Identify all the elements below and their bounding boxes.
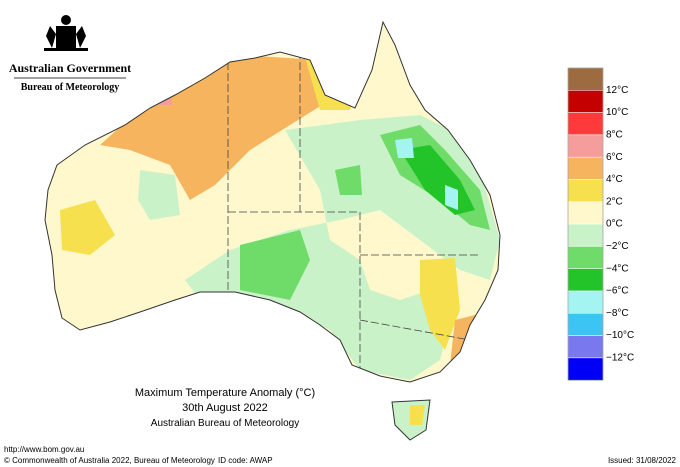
map-source: Australian Bureau of Meteorology: [151, 418, 299, 429]
legend-swatch: [567, 357, 604, 381]
legend-swatch: [567, 67, 604, 91]
legend-label: −2°C: [606, 241, 629, 252]
government: Australian Government: [9, 61, 131, 75]
copyright: © Commonwealth of Australia 2022, Bureau…: [4, 456, 215, 465]
legend-swatch: [567, 246, 604, 269]
legend-swatch: [567, 90, 604, 113]
legend-swatch: [567, 290, 604, 314]
legend-label: −12°C: [606, 353, 634, 364]
agency: Bureau of Meteorology: [21, 82, 120, 93]
coastline: [44, 20, 501, 441]
legend-swatch: [567, 112, 604, 136]
legend-label: −8°C: [606, 308, 629, 319]
legend-swatch: [567, 335, 604, 359]
legend-label: 6°C: [606, 152, 623, 163]
map-title: Maximum Temperature Anomaly (°C): [135, 387, 315, 399]
issued: Issued: 31/08/2022: [608, 456, 677, 465]
coat-of-arms: [44, 15, 88, 51]
legend-label: 0°C: [606, 219, 623, 230]
legend: 12°C 10°C 8°C 6°C 4°C 2°C 0°C −2°C −4°C −6°C −8°C −…: [567, 67, 634, 381]
legend-swatch: [567, 268, 604, 292]
legend-label: −10°C: [606, 330, 634, 341]
legend-label: −6°C: [606, 286, 629, 297]
url: http://www.bom.gov.au: [4, 445, 84, 454]
legend-frame: [567, 67, 604, 381]
legend-label: 4°C: [606, 174, 623, 185]
legend-label: 10°C: [606, 107, 628, 118]
legend-label: 2°C: [606, 196, 623, 207]
legend-label: 12°C: [606, 85, 628, 96]
legend-swatch: [567, 223, 604, 247]
legend-swatch: [567, 201, 604, 225]
legend-label: −4°C: [606, 263, 629, 274]
legend-swatch: [567, 313, 604, 336]
legend-swatch: [567, 156, 604, 180]
id-code: ID code: AWAP: [218, 456, 273, 465]
legend-label: 8°C: [606, 130, 623, 141]
legend-swatch: [567, 134, 604, 158]
map-date: 30th August 2022: [182, 402, 268, 414]
legend-swatch: [567, 179, 604, 203]
